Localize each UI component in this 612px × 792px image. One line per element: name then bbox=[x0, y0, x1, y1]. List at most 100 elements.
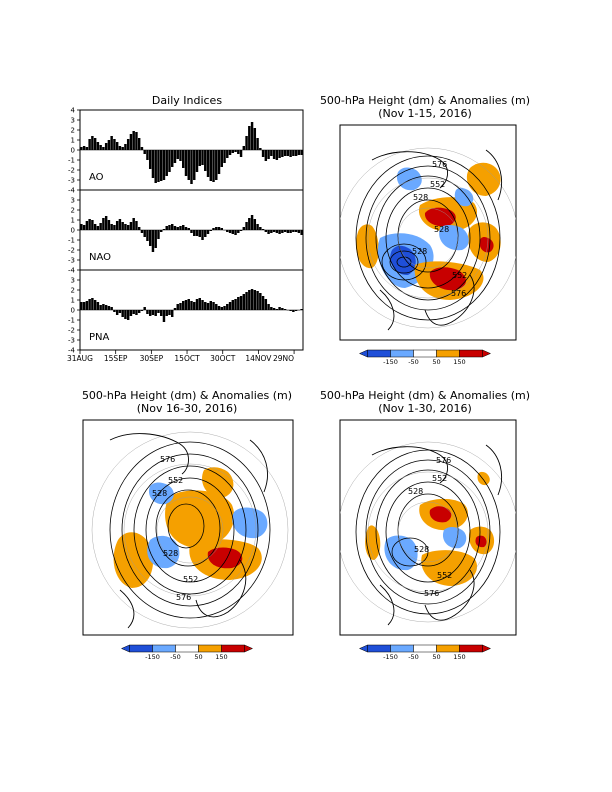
map1-strong-positive bbox=[429, 267, 466, 291]
pna-bar bbox=[96, 302, 100, 310]
nao-bar bbox=[209, 230, 212, 231]
nao-bar bbox=[159, 230, 163, 232]
map3-contour-label: 576 bbox=[424, 589, 439, 598]
map1-title: 500-hPa Height (dm) & Anomalies (m) bbox=[320, 94, 530, 107]
nao-bar bbox=[253, 219, 257, 230]
map3-contour bbox=[385, 481, 471, 583]
nao-bar bbox=[234, 230, 237, 235]
colorbar-segment bbox=[152, 644, 176, 653]
y-tick-label: -2 bbox=[68, 327, 75, 335]
y-tick-label: 3 bbox=[71, 117, 75, 125]
pna-bar bbox=[179, 303, 182, 310]
map2-contour bbox=[167, 503, 205, 549]
map1-contour bbox=[381, 243, 427, 281]
map3-strong-positive-2 bbox=[475, 535, 487, 548]
pna-bar bbox=[168, 310, 171, 315]
pna-bar bbox=[182, 301, 185, 310]
map3-graticule bbox=[397, 501, 459, 563]
pna-bar bbox=[300, 309, 303, 310]
colorbar-tick-label: -50 bbox=[170, 653, 181, 661]
ao-bar bbox=[212, 150, 215, 182]
map3-negative-anomaly-2 bbox=[442, 527, 467, 549]
map3-contour bbox=[365, 459, 491, 605]
ao-bar bbox=[115, 142, 119, 150]
y-tick-label: -2 bbox=[68, 167, 75, 175]
pna-bar bbox=[85, 301, 89, 310]
ao-bar bbox=[118, 146, 122, 150]
pna-bar bbox=[198, 298, 201, 310]
map3-contour-label: 528 bbox=[414, 545, 429, 554]
ao-bar bbox=[148, 150, 152, 169]
y-tick-label: 3 bbox=[71, 197, 75, 205]
ao-bar bbox=[110, 136, 113, 150]
pna-bar bbox=[289, 310, 292, 311]
daily-indices-chart: Daily Indices 4 3 2 1 0 -1 -2 -3 -4 AO 3 2 1 0 -1 -2 -3 -… bbox=[67, 94, 304, 363]
map2-subtitle: (Nov 16-30, 2016) bbox=[137, 402, 238, 415]
pna-bar bbox=[212, 302, 215, 310]
nao-bar bbox=[104, 216, 108, 230]
pna-bar bbox=[272, 308, 276, 310]
nao-bar bbox=[250, 215, 254, 230]
nao-bar bbox=[297, 230, 301, 233]
pna-bar bbox=[126, 310, 130, 320]
map2-graticule bbox=[123, 463, 257, 597]
pna-bar bbox=[104, 305, 108, 310]
nao-bar bbox=[146, 230, 149, 241]
pna-bar bbox=[121, 310, 124, 317]
pna-bar bbox=[113, 310, 116, 312]
nao-bar bbox=[113, 225, 116, 230]
pna-bar bbox=[91, 298, 94, 310]
colorbar-segment bbox=[436, 644, 460, 653]
ao-bar bbox=[281, 150, 284, 157]
colorbar-tick-label: 150 bbox=[453, 358, 465, 366]
map1-contour-label: 576 bbox=[432, 160, 447, 169]
nao-bar bbox=[248, 218, 251, 230]
nao-bar bbox=[162, 229, 166, 230]
nao-bar bbox=[107, 220, 111, 230]
ao-bar bbox=[289, 150, 292, 157]
x-tick-label: 30SEP bbox=[140, 354, 164, 363]
nao-bar bbox=[272, 230, 276, 232]
nao-bar bbox=[245, 222, 248, 230]
pna-bar bbox=[132, 310, 135, 314]
indices-panels: 4 3 2 1 0 -1 -2 -3 -4 AO 3 2 1 0 -1 -2 -3 -4 NAO 3 2 1 0 -1 -2 -3… bbox=[68, 107, 303, 355]
map3-field: 576 552 528 528 552 576 bbox=[340, 441, 516, 626]
ao-bar bbox=[88, 139, 91, 150]
pna-bar bbox=[270, 307, 273, 310]
pna-bar bbox=[234, 299, 237, 310]
nao-bar bbox=[275, 230, 279, 233]
nao-bar bbox=[283, 230, 287, 232]
ao-bar bbox=[264, 150, 268, 161]
ao-bar bbox=[102, 147, 105, 150]
nao-bar bbox=[137, 227, 141, 230]
ao-bar bbox=[129, 134, 133, 150]
pna-bar bbox=[242, 294, 246, 310]
nao-bar bbox=[184, 227, 188, 230]
ao-bar bbox=[300, 150, 303, 155]
pna-bar bbox=[250, 289, 254, 310]
y-tick-label: -1 bbox=[68, 157, 75, 165]
ao-bar bbox=[168, 150, 171, 172]
ao-bar bbox=[135, 132, 138, 150]
ao-bar bbox=[234, 150, 237, 152]
colorbar-segment bbox=[390, 644, 414, 653]
pna-bar bbox=[217, 306, 221, 310]
nao-bar bbox=[121, 222, 124, 230]
nao-bar bbox=[281, 230, 284, 233]
pna-bar bbox=[239, 296, 243, 310]
ao-bar bbox=[126, 139, 130, 150]
pna-bar bbox=[137, 310, 141, 313]
pna-bar bbox=[226, 304, 229, 310]
ao-bar bbox=[82, 146, 86, 150]
ao-bar bbox=[286, 150, 290, 156]
map3-negative-anomaly bbox=[384, 535, 418, 571]
map2-contour-label: 576 bbox=[160, 455, 175, 464]
pna-bar bbox=[193, 302, 196, 310]
nao-bar bbox=[220, 228, 224, 230]
colorbar-segment bbox=[129, 644, 153, 653]
map2-title: 500-hPa Height (dm) & Anomalies (m) bbox=[82, 389, 292, 402]
ao-bar bbox=[223, 150, 226, 163]
y-tick-label: 0 bbox=[71, 307, 75, 315]
colorbar-tick-label: -50 bbox=[408, 653, 419, 661]
